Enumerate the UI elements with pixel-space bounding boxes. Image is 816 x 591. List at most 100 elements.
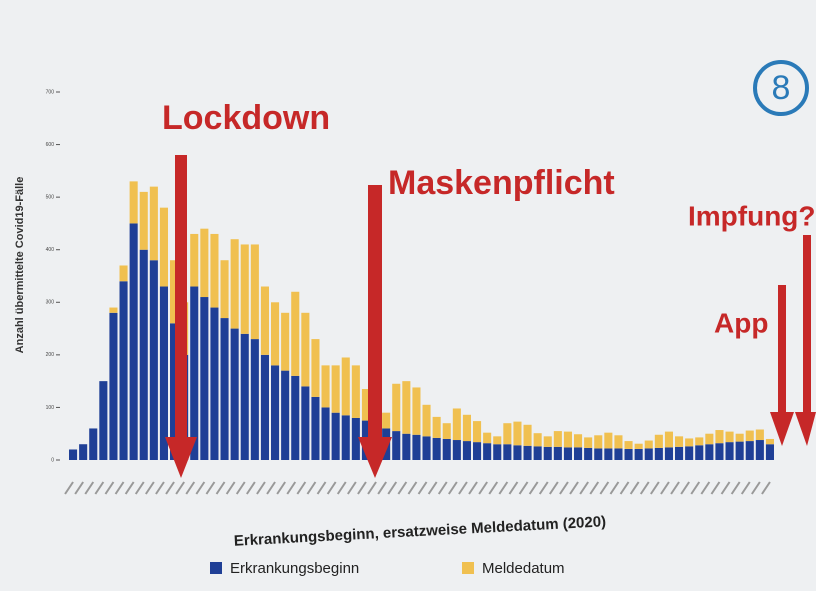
bar [675,447,683,460]
bar [635,444,643,449]
bar [210,308,218,460]
y-tick-label: 700 [46,89,55,95]
bar [463,415,471,441]
bar [332,365,340,412]
bar [322,365,330,407]
bar [513,445,521,460]
bar [311,397,319,460]
bar [685,438,693,446]
bar [564,432,572,448]
bar [726,442,734,460]
bar [210,234,218,308]
bar [645,448,653,460]
bar [79,444,87,460]
bar [412,387,420,434]
bar [736,434,744,442]
bar [705,434,713,445]
bar [221,318,229,460]
bar [524,425,532,446]
bar [756,440,764,460]
bar [544,436,552,447]
bar [534,433,542,446]
bar [402,381,410,434]
bar [291,292,299,376]
bar [483,443,491,460]
y-axis-label: Anzahl übermittelte Covid19-Fälle [14,177,26,354]
bar [655,448,663,460]
bar [766,439,774,444]
bar [69,449,77,460]
y-tick-label: 200 [46,352,55,358]
bar [766,444,774,460]
bar [271,302,279,365]
bar [534,446,542,460]
legend-swatch [462,562,474,574]
bar [746,431,754,442]
bar [190,287,198,460]
y-tick-label: 0 [51,457,54,463]
bar [120,281,128,460]
bar [473,442,481,460]
bar [342,415,350,460]
bar [453,408,461,440]
bar [200,229,208,297]
bar [392,431,400,460]
bar [109,308,117,313]
bar [453,440,461,460]
chart: Anzahl übermittelte Covid19-Fälle Erkran… [0,0,816,591]
bar [130,181,138,223]
bar [473,421,481,442]
bar [614,448,622,460]
bar [524,446,532,460]
bar [574,434,582,447]
annotation: Lockdown [162,99,330,137]
bar [715,430,723,443]
arrow-shaft [175,155,187,440]
bar [402,434,410,460]
bar [655,435,663,448]
bar [584,448,592,460]
bar [554,431,562,447]
bar [594,448,602,460]
bar [200,297,208,460]
y-tick-label: 400 [46,247,55,253]
bar [89,428,97,460]
bar [423,436,431,460]
bar [604,433,612,449]
bar [412,435,420,460]
bar [281,313,289,371]
bar [665,447,673,460]
bar [352,418,360,460]
bar [140,192,148,250]
bar [423,405,431,437]
bar [160,287,168,460]
bar [433,438,441,460]
bar [261,287,269,355]
bar [736,442,744,460]
bar [140,250,148,460]
y-tick-label: 500 [46,194,55,200]
bar [675,436,683,447]
bar [463,441,471,460]
bar [594,435,602,448]
bar [311,339,319,397]
bar [261,355,269,460]
bar [241,334,249,460]
bar [150,187,158,261]
y-tick-label: 300 [46,300,55,306]
bar [392,384,400,431]
bar [221,260,229,318]
bar [726,432,734,443]
bar [544,447,552,460]
bar [332,413,340,460]
bar [160,208,168,287]
arrow-shaft [368,185,382,440]
badge: 8 [772,69,791,107]
bar [301,313,309,387]
legend-swatch [210,562,222,574]
bar [342,357,350,415]
bar [99,381,107,460]
bar [705,444,713,460]
bar [685,446,693,460]
bar [584,437,592,448]
